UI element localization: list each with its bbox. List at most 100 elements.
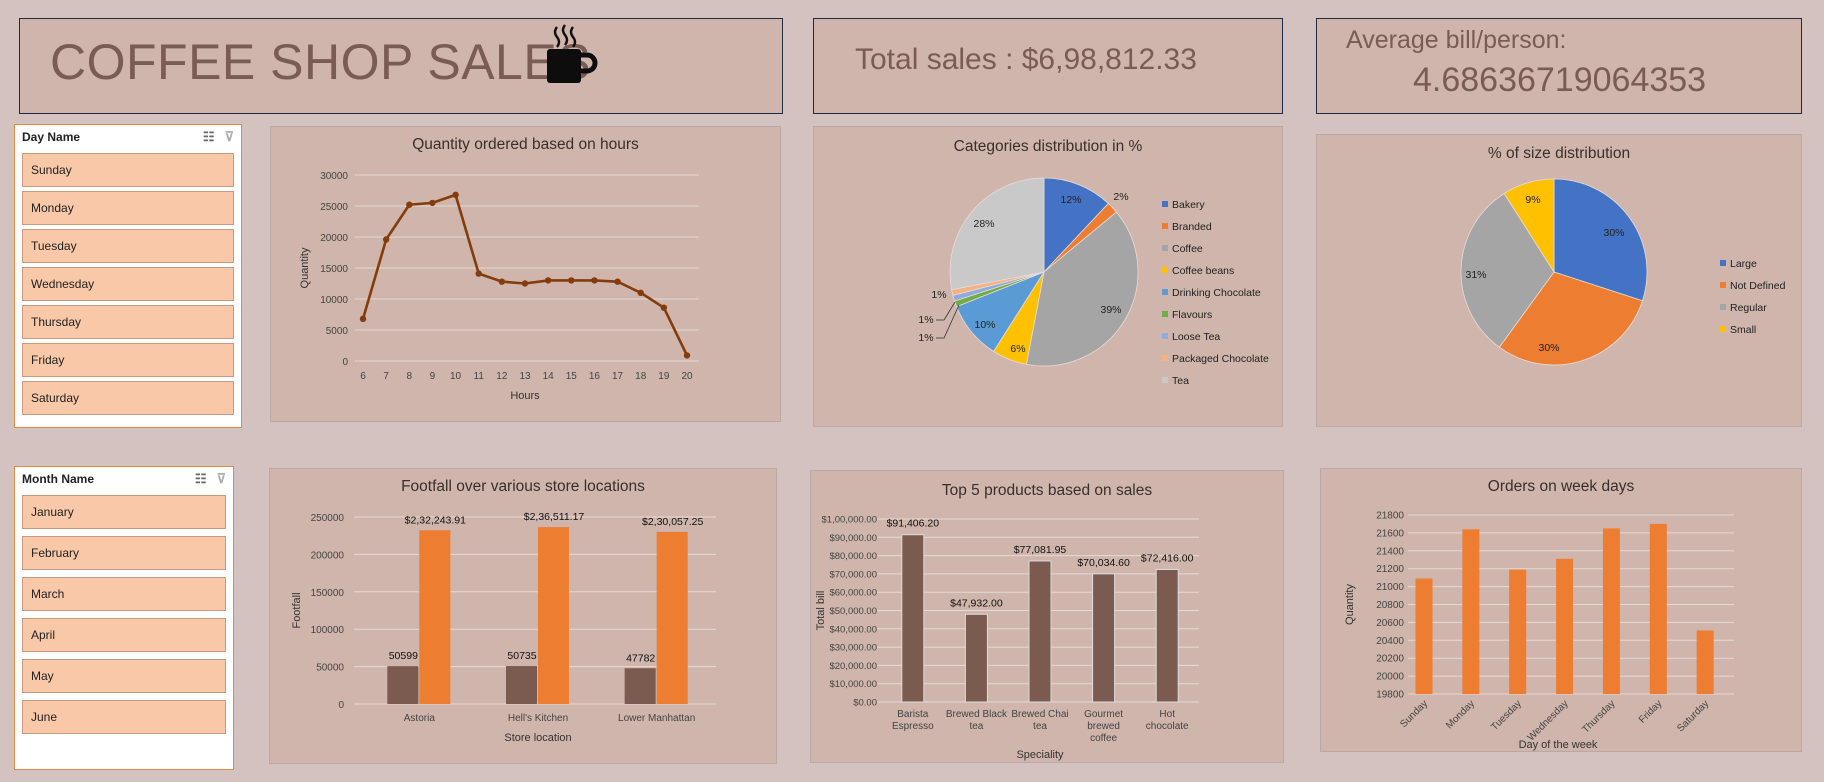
bar <box>1556 558 1574 694</box>
legend-entry: Flavours <box>1172 309 1212 321</box>
day-slicer-item-friday[interactable]: Friday <box>22 343 234 377</box>
bar <box>419 530 451 704</box>
x-tick-label: Tuesday <box>1489 698 1524 733</box>
day-slicer-item-sunday[interactable]: Sunday <box>22 153 234 187</box>
y-tick-label: $1,00,000.00 <box>822 515 877 526</box>
slice-data-label: 39% <box>1100 304 1121 316</box>
month-slicer-item-may[interactable]: May <box>22 659 226 693</box>
pie-slice-bakery <box>1043 177 1109 274</box>
data-point <box>591 277 598 284</box>
x-tick-label: chocolate <box>1146 721 1189 732</box>
y-tick-label: 25000 <box>320 202 348 213</box>
data-point <box>521 280 529 287</box>
pie-slice-not-defined <box>1498 271 1643 366</box>
y-tick-label: 200000 <box>311 550 345 561</box>
month-slicer-title: Month Name <box>22 472 94 486</box>
x-tick-label: Thursday <box>1580 698 1617 735</box>
bar <box>964 613 988 703</box>
legend-swatch <box>1162 201 1168 207</box>
bar <box>1649 523 1667 694</box>
legend-swatch <box>1162 289 1168 295</box>
bar <box>1462 529 1480 694</box>
weekdays-chart-title: Orders on week days <box>1487 478 1635 495</box>
day-slicer-item-thursday[interactable]: Thursday <box>22 305 234 339</box>
bar <box>506 666 537 704</box>
bar <box>624 668 656 704</box>
bar <box>656 531 688 704</box>
x-tick-label: 14 <box>543 371 555 382</box>
multi-select-icon[interactable]: ☷ <box>194 471 207 486</box>
x-tick-label: 7 <box>383 371 389 382</box>
bar-data-label: $47,932.00 <box>950 597 1003 609</box>
y-tick-label: 20600 <box>1376 618 1404 629</box>
y-tick-label: 15000 <box>320 264 348 275</box>
bar <box>1509 569 1527 694</box>
bar <box>1602 528 1620 694</box>
bar-data-label: $2,32,243.91 <box>405 514 466 526</box>
data-point <box>614 278 621 285</box>
legend-entry: Not Defined <box>1730 280 1786 292</box>
y-tick-label: 20200 <box>1376 654 1404 665</box>
title-card: COFFEE SHOP SALES <box>19 18 783 114</box>
x-tick-label: 8 <box>407 371 413 382</box>
month-slicer-item-march[interactable]: March <box>22 577 226 611</box>
legend-swatch <box>1720 326 1726 332</box>
legend-entry: Loose Tea <box>1172 331 1220 343</box>
day-slicer-header: Day Name ☷ ⊽ <box>15 125 241 149</box>
data-point <box>475 270 482 277</box>
pie-slice-small <box>1503 178 1555 274</box>
legend-swatch <box>1720 282 1726 288</box>
day-slicer-item-monday[interactable]: Monday <box>22 191 234 225</box>
y-tick-label: 21600 <box>1376 528 1404 539</box>
x-axis-label: Day of the week <box>1519 739 1598 751</box>
day-slicer-item-saturday[interactable]: Saturday <box>22 381 234 415</box>
clear-filter-icon[interactable]: ⊽ <box>216 471 226 486</box>
day-name-slicer[interactable]: Day Name ☷ ⊽ Sunday Monday Tuesday Wednesda… <box>14 124 242 428</box>
legend-entry: Branded <box>1172 221 1212 233</box>
day-slicer-item-wednesday[interactable]: Wednesday <box>22 267 234 301</box>
x-axis-label: Hours <box>510 390 540 402</box>
legend-entry: Coffee <box>1172 243 1203 255</box>
y-tick-label: $40,000.00 <box>829 624 877 635</box>
y-tick-label: 150000 <box>311 588 345 599</box>
pie-slice-large <box>1553 178 1648 302</box>
data-point <box>406 201 413 208</box>
multi-select-icon[interactable]: ☷ <box>202 129 215 144</box>
legend-swatch <box>1162 311 1168 317</box>
average-bill-value: 4.68636719064353 <box>1413 61 1707 99</box>
legend-swatch <box>1162 223 1168 229</box>
legend-swatch <box>1162 333 1168 339</box>
slice-data-label: 30% <box>1538 342 1559 354</box>
y-tick-label: 100000 <box>311 625 345 636</box>
month-slicer-item-january[interactable]: January <box>22 495 226 529</box>
month-slicer-item-june[interactable]: June <box>22 700 226 734</box>
data-point <box>359 315 367 323</box>
legend-entry: Packaged Chocolate <box>1172 353 1269 365</box>
y-tick-label: 0 <box>338 700 344 711</box>
x-tick-label: Hot <box>1159 709 1175 720</box>
x-tick-label: 10 <box>450 371 462 382</box>
y-tick-label: 50000 <box>316 663 344 674</box>
y-tick-label: 21800 <box>1376 511 1404 522</box>
legend-entry: Coffee beans <box>1172 265 1234 277</box>
top5-chart-title: Top 5 products based on sales <box>941 482 1153 499</box>
month-slicer-item-april[interactable]: April <box>22 618 226 652</box>
y-tick-label: 10000 <box>320 295 348 306</box>
y-axis-label: Total bill <box>815 591 827 631</box>
footfall-chart-title: Footfall over various store locations <box>401 478 645 495</box>
month-name-slicer[interactable]: Month Name ☷ ⊽ January February March April… <box>14 466 234 770</box>
x-tick-label: Espresso <box>892 721 934 732</box>
legend-swatch <box>1720 304 1726 310</box>
x-tick-label: Wednesday <box>1526 698 1571 743</box>
total-sales-card: Total sales : $6,98,812.33 <box>813 18 1283 114</box>
slice-data-label: 1% <box>918 332 933 344</box>
pie-slice-coffee <box>1025 211 1139 367</box>
month-slicer-item-february[interactable]: February <box>22 536 226 570</box>
clear-filter-icon[interactable]: ⊽ <box>224 129 234 144</box>
top5-bar-chart: $0.00 $10,000.00 $20,000.00 $30,000.00 $40,0… <box>815 515 1199 761</box>
categories-pie-chart: 12% 2% 39% 6% 10% 1% 1% 1% 28% Bakery Branded Coffe… <box>918 177 1269 387</box>
day-slicer-item-tuesday[interactable]: Tuesday <box>22 229 234 263</box>
data-point <box>452 191 459 199</box>
top5-chart-panel: Top 5 products based on sales $0.00 $10,0… <box>810 470 1284 763</box>
data-point <box>568 277 575 284</box>
